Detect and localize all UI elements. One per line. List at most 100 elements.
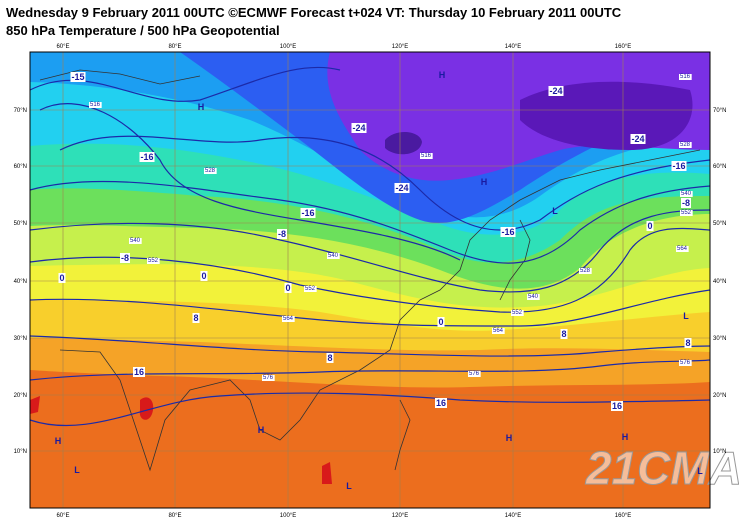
longitude-label: 100°E [280, 513, 296, 519]
temperature-label: -16 [672, 161, 685, 171]
height-label: 540 [528, 294, 539, 300]
height-label-box [203, 168, 217, 174]
longitude-label: 80°E [168, 44, 181, 50]
latitude-label: 70°N [713, 108, 726, 114]
longitude-label: 140°E [505, 513, 521, 519]
longitude-label: 120°E [392, 44, 408, 50]
temperature-label-box [200, 271, 208, 281]
height-label-box [467, 371, 481, 377]
height-label: 552 [148, 258, 159, 264]
longitude-label: 140°E [505, 44, 521, 50]
pressure-center: H [481, 177, 488, 187]
height-label: 564 [677, 246, 688, 252]
pressure-center: L [683, 311, 689, 321]
height-label: 516 [421, 153, 432, 159]
temperature-label: -16 [301, 208, 314, 218]
temperature-label-box [132, 367, 146, 377]
temperature-label-box [548, 86, 564, 96]
longitude-label: 80°E [168, 513, 181, 519]
temperature-label-box [684, 338, 692, 348]
temperature-label: -8 [278, 229, 286, 239]
temperature-label-box [394, 183, 410, 193]
latitude-label: 30°N [14, 336, 27, 342]
temperature-label: -16 [140, 152, 153, 162]
height-label: 528 [580, 268, 591, 274]
height-label-box [88, 102, 102, 108]
pressure-center: H [439, 70, 446, 80]
contours [29, 66, 711, 427]
temperature-label-box [500, 227, 516, 237]
height-label: 552 [681, 210, 692, 216]
temperature-label: 0 [647, 221, 652, 231]
height-label-box [679, 191, 693, 197]
latitude-label: 50°N [14, 221, 27, 227]
temperature-label: 0 [285, 283, 290, 293]
temperature-label: -24 [631, 134, 644, 144]
temperature-label-box [646, 221, 654, 231]
height-label-box [578, 268, 592, 274]
latitude-label: 40°N [14, 279, 27, 285]
height-label-box [678, 360, 692, 366]
latitude-label: 50°N [713, 221, 726, 227]
height-label: 540 [681, 191, 692, 197]
temperature-label: 16 [134, 367, 144, 377]
height-label-box [675, 246, 689, 252]
longitude-label: 60°E [56, 513, 69, 519]
height-label: 516 [680, 74, 691, 80]
height-label-box [146, 258, 160, 264]
title: Wednesday 9 February 2011 00UTC ©ECMWF F… [6, 5, 622, 20]
latitude-label: 20°N [713, 393, 726, 399]
height-label-box [526, 294, 540, 300]
latitude-label: 60°N [14, 164, 27, 170]
background-fields [30, 52, 710, 508]
temperature-label: 8 [685, 338, 690, 348]
longitude-label: 60°E [56, 44, 69, 50]
pressure-center: L [552, 206, 558, 216]
longitude-label: 100°E [280, 44, 296, 50]
temperature-label-box [300, 208, 316, 218]
height-label-box [281, 316, 295, 322]
height-label: 528 [205, 168, 216, 174]
height-label: 552 [305, 286, 316, 292]
temperature-label-box [351, 123, 367, 133]
height-label-box [678, 74, 692, 80]
height-label: 552 [512, 310, 523, 316]
temperature-label-box [119, 253, 131, 263]
temperature-label-box [671, 161, 687, 171]
height-label-box [510, 310, 524, 316]
latitude-label: 60°N [713, 164, 726, 170]
coastlines [39, 69, 701, 472]
temperature-label-box [58, 273, 66, 283]
height-label: 528 [680, 142, 691, 148]
pressure-center: L [697, 466, 703, 476]
temperature-label: -24 [395, 183, 408, 193]
temperature-label: -16 [501, 227, 514, 237]
pressure-center: H [55, 436, 62, 446]
temperature-label-box [326, 353, 334, 363]
temperature-label: -24 [352, 123, 365, 133]
temperature-label: -24 [549, 86, 562, 96]
temperature-label-box [560, 329, 568, 339]
height-label-box [303, 286, 317, 292]
temperature-label: -8 [121, 253, 129, 263]
latitude-label: 40°N [713, 279, 726, 285]
pressure-center: L [346, 481, 352, 491]
height-label: 564 [493, 328, 504, 334]
height-label-box [419, 153, 433, 159]
temperature-label: 8 [561, 329, 566, 339]
watermark: 21CMA [585, 442, 739, 494]
latitude-label: 10°N [14, 449, 27, 455]
height-label-box [261, 375, 275, 381]
temperature-label-box [610, 401, 624, 411]
temperature-label-box [630, 134, 646, 144]
temperature-label: -15 [71, 72, 84, 82]
pressure-center: H [258, 425, 265, 435]
pressure-center: L [74, 465, 80, 475]
longitude-label: 160°E [615, 513, 631, 519]
temperature-label-box [139, 152, 155, 162]
temperature-label-box [192, 313, 200, 323]
height-label-box [678, 142, 692, 148]
latitude-label: 30°N [713, 336, 726, 342]
temperature-label: 0 [59, 273, 64, 283]
